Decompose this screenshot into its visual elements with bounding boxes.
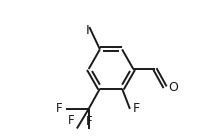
Text: F: F bbox=[133, 102, 140, 115]
Text: O: O bbox=[168, 81, 178, 94]
Text: F: F bbox=[85, 115, 92, 128]
Text: F: F bbox=[56, 102, 63, 115]
Text: I: I bbox=[86, 24, 90, 37]
Text: F: F bbox=[68, 114, 75, 127]
